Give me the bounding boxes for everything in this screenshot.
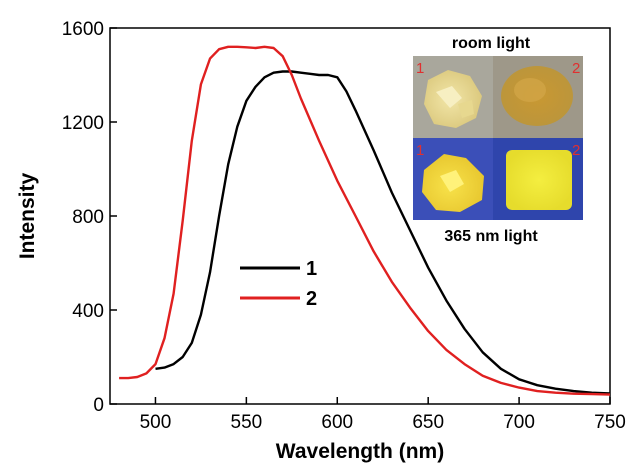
- photo-room-light-sample-1: [413, 56, 493, 138]
- photo-uv-light-sample-2: [493, 138, 583, 220]
- legend-label-series-1: 1: [306, 258, 317, 280]
- x-tick-label: 700: [503, 412, 535, 433]
- inset-label-room-2: 2: [572, 60, 580, 77]
- photo-uv-light-sample-1: [413, 138, 493, 220]
- y-tick-label: 1200: [62, 113, 104, 134]
- y-tick-label: 400: [72, 301, 104, 322]
- x-tick-label: 750: [594, 412, 626, 433]
- x-axis-title: Wavelength (nm): [276, 440, 444, 463]
- inset-caption-room-light: room light: [452, 35, 531, 52]
- x-tick-label: 650: [412, 412, 444, 433]
- legend-label-series-2: 2: [306, 288, 317, 310]
- y-tick-label: 1600: [62, 19, 104, 40]
- inset-photos: room light 1 2 1 2 365 nm light: [413, 35, 583, 245]
- photo-room-light-sample-2: [493, 56, 583, 138]
- x-tick-label: 600: [321, 412, 353, 433]
- legend: 1 2: [240, 258, 317, 310]
- inset-caption-365nm-light: 365 nm light: [444, 228, 538, 245]
- y-tick-label: 800: [72, 207, 104, 228]
- inset-label-uv-1: 1: [416, 142, 424, 159]
- series-line-2: [119, 45, 611, 396]
- series-line-1: [155, 70, 611, 395]
- y-axis-title: Intensity: [16, 173, 39, 260]
- x-tick-label: 550: [231, 412, 263, 433]
- series-layer: [119, 45, 611, 396]
- inset-label-room-1: 1: [416, 60, 424, 77]
- inset-label-uv-2: 2: [572, 142, 580, 159]
- y-tick-label: 0: [93, 395, 104, 416]
- x-axis: 500 550 600 650 700 750: [140, 397, 626, 433]
- y-axis: 0 400 800 1200 1600: [62, 19, 117, 416]
- x-tick-label: 500: [140, 412, 172, 433]
